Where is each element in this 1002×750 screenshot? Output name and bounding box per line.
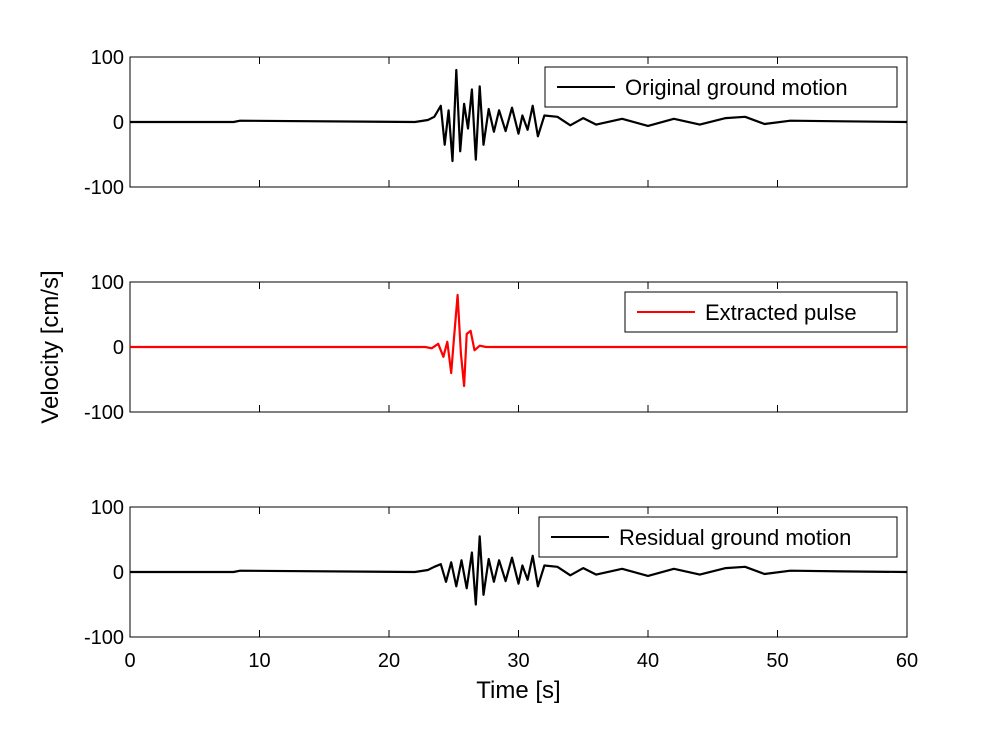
x-tick-label: 40 (637, 650, 659, 672)
x-tick-label: 30 (507, 650, 529, 672)
y-tick-label: 100 (91, 47, 124, 69)
x-tick-label: 50 (766, 650, 788, 672)
y-axis-title: Velocity [cm/s] (37, 270, 64, 423)
legend-label: Residual ground motion (619, 525, 851, 550)
legend-label: Original ground motion (625, 75, 848, 100)
x-tick-label: 0 (124, 650, 135, 672)
x-axis-title: Time [s] (476, 677, 560, 704)
x-tick-label: 20 (378, 650, 400, 672)
y-tick-label: 0 (113, 337, 124, 359)
series-line-1 (130, 68, 908, 163)
legend-label: Extracted pulse (705, 300, 857, 325)
x-tick-label: 10 (248, 650, 270, 672)
y-tick-label: 0 (113, 562, 124, 584)
x-tick-label: 60 (896, 650, 918, 672)
series-line-2 (130, 293, 907, 388)
y-tick-label: -100 (84, 627, 124, 649)
series-line-3 (130, 535, 908, 606)
panel-2: -100 0 100 Extracted pulse (84, 272, 908, 424)
y-tick-label: 100 (91, 497, 124, 519)
panel-1: -100 0 100 Original ground motion (84, 47, 908, 199)
y-tick-label: -100 (84, 402, 124, 424)
y-tick-label: 0 (113, 112, 124, 134)
y-tick-label: -100 (84, 177, 124, 199)
y-tick-label: 100 (91, 272, 124, 294)
